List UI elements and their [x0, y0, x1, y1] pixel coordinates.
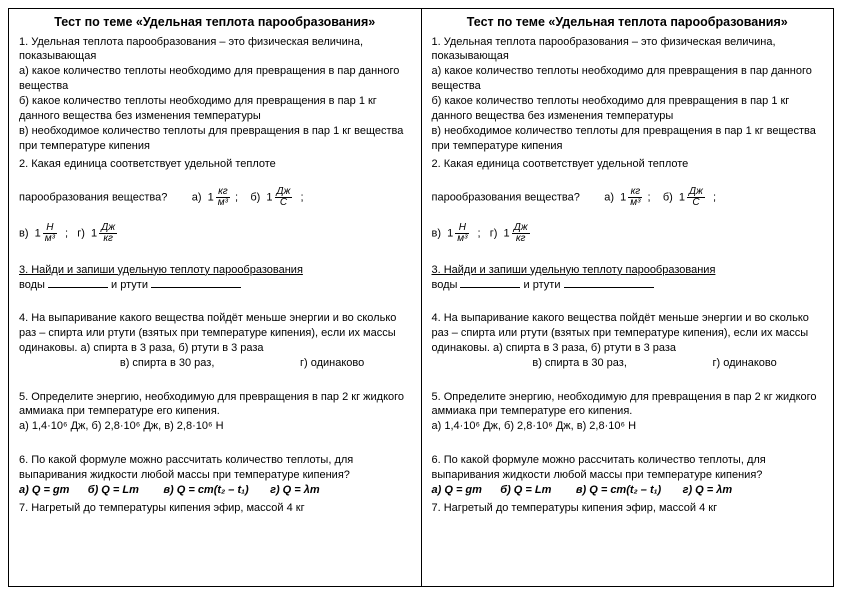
column-left: Тест по теме «Удельная теплота парообраз… — [9, 9, 422, 586]
q3: 3. Найди и запиши удельную теплоту пароо… — [19, 263, 411, 293]
q3: 3. Найди и запиши удельную теплоту пароо… — [432, 263, 824, 293]
q2: 2. Какая единица соответствует удельной … — [19, 157, 411, 244]
q2: 2. Какая единица соответствует удельной … — [432, 157, 824, 244]
test-page: Тест по теме «Удельная теплота парообраз… — [8, 8, 834, 587]
column-right: Тест по теме «Удельная теплота парообраз… — [422, 9, 834, 586]
q4: 4. На выпаривание какого вещества пойдёт… — [19, 311, 411, 370]
q5: 5. Определите энергию, необходимую для п… — [432, 390, 824, 435]
q7: 7. Нагретый до температуры кипения эфир,… — [432, 501, 824, 516]
test-title: Тест по теме «Удельная теплота парообраз… — [19, 15, 411, 31]
q6: 6. По какой формуле можно рассчитать кол… — [19, 453, 411, 498]
test-title: Тест по теме «Удельная теплота парообраз… — [432, 15, 824, 31]
q4: 4. На выпаривание какого вещества пойдёт… — [432, 311, 824, 370]
q7: 7. Нагретый до температуры кипения эфир,… — [19, 501, 411, 516]
q1: 1. Удельная теплота парообразования – эт… — [432, 35, 824, 154]
q1: 1. Удельная теплота парообразования – эт… — [19, 35, 411, 154]
q6: 6. По какой формуле можно рассчитать кол… — [432, 453, 824, 498]
q5: 5. Определите энергию, необходимую для п… — [19, 390, 411, 435]
